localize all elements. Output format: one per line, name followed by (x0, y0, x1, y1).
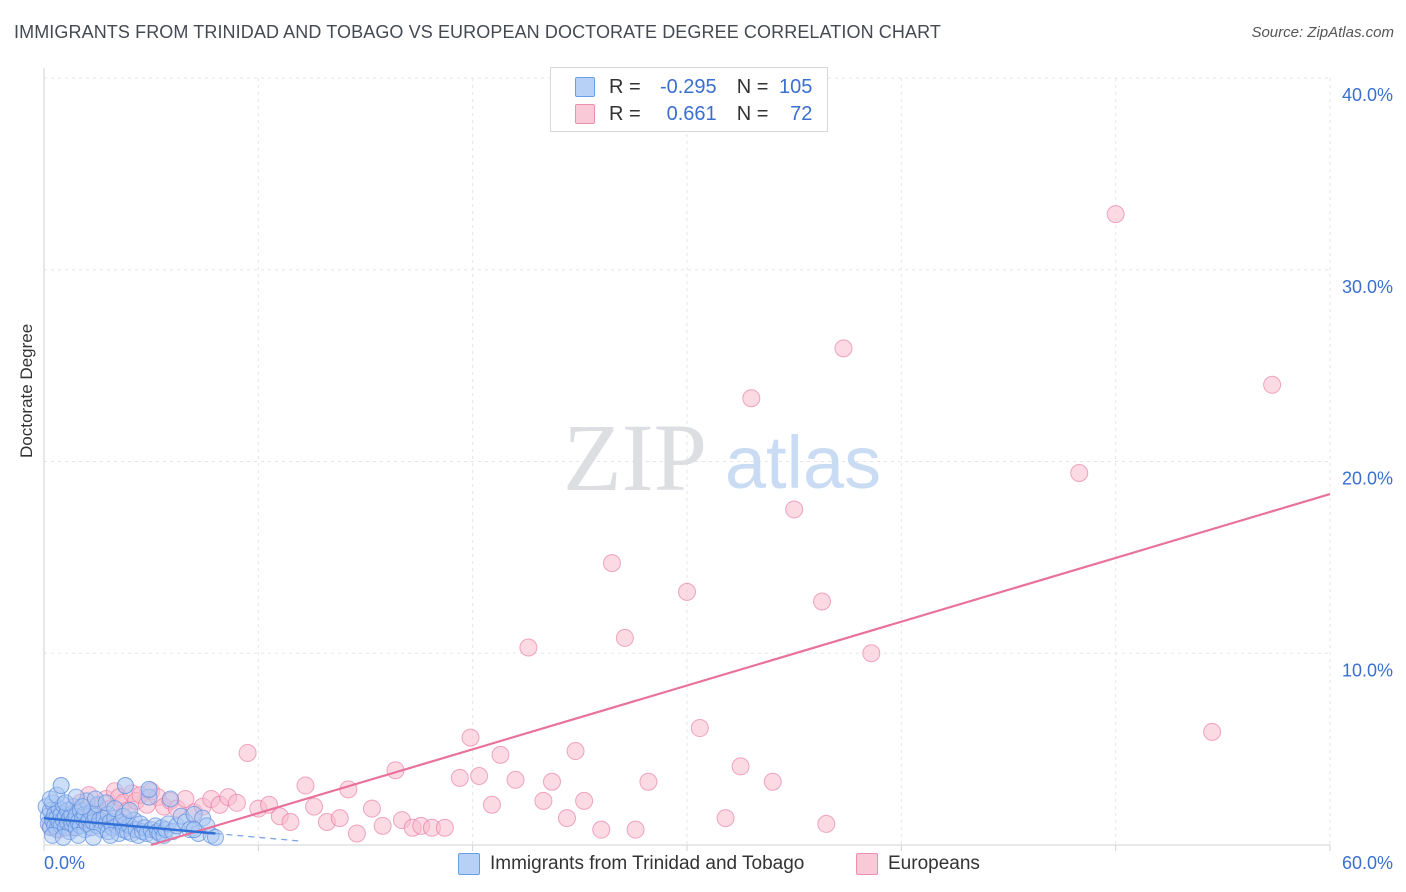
europeans-point (785, 500, 804, 519)
europeans-point (639, 772, 658, 791)
europeans-point (817, 814, 836, 833)
europeans-point (575, 791, 594, 810)
europeans-point (813, 592, 832, 611)
europeans-point (482, 795, 501, 814)
trinidad-point (74, 798, 92, 816)
trinidad-trend-line (43, 816, 216, 835)
legend-item-europeans[interactable]: Europeans (856, 852, 980, 876)
europeans-point (534, 791, 553, 810)
x-tick-label-min: 0.0% (44, 853, 85, 873)
europeans-point (742, 389, 761, 408)
correlation-stats-box: R = -0.295 N = 105 R = 0.661 N = 72 (550, 67, 828, 132)
europeans-point (1263, 375, 1282, 394)
n-label-pink: N = (736, 102, 769, 125)
europeans-point (542, 772, 561, 791)
europeans-point (763, 772, 782, 791)
europeans-point (566, 742, 585, 761)
europeans-point (330, 809, 349, 828)
source-credit: Source: ZipAtlas.com (1251, 24, 1394, 41)
gridlines (44, 77, 1331, 845)
trinidad-point (161, 790, 179, 808)
legend-label-europeans: Europeans (888, 853, 980, 874)
europeans-point (731, 757, 750, 776)
trinidad-point (140, 780, 158, 798)
europeans-point (347, 824, 366, 843)
x-tick-label-max: 60.0% (1342, 853, 1393, 873)
europeans-point (238, 743, 257, 762)
trinidad-point (52, 777, 70, 795)
europeans-point (506, 770, 525, 789)
y-tick-label-1: 20.0% (1342, 469, 1393, 489)
stats-row-blue: R = -0.295 N = 105 (575, 74, 812, 100)
n-label-blue: N = (736, 75, 769, 98)
axes (43, 68, 1331, 851)
watermark: ZIP atlas (563, 404, 881, 511)
europeans-point (519, 638, 538, 657)
trinidad-point (206, 828, 224, 846)
r-value-blue: -0.295 (659, 75, 717, 98)
europeans-point (602, 554, 621, 573)
europeans-points (41, 205, 1282, 843)
blue-swatch (575, 77, 595, 97)
europeans-point (716, 809, 735, 828)
r-value-pink: 0.661 (666, 102, 717, 125)
watermark-atlas: atlas (725, 421, 881, 504)
trinidad-point (121, 801, 139, 819)
legend-label-trinidad: Immigrants from Trinidad and Tobago (490, 853, 805, 874)
trinidad-trend-extension (215, 832, 302, 842)
watermark-zip: ZIP (563, 404, 707, 511)
tick-labels: 10.0% 20.0% 30.0% 40.0% 0.0% 60.0% (44, 85, 1393, 873)
trend-lines (43, 493, 1331, 847)
legend-blue-swatch (458, 853, 480, 875)
europeans-point (281, 812, 300, 831)
y-tick-label-2: 30.0% (1342, 277, 1393, 297)
europeans-point (615, 628, 634, 647)
y-tick-label-3: 40.0% (1342, 85, 1393, 105)
legend-pink-swatch (856, 853, 878, 875)
trinidad-point (54, 828, 72, 846)
europeans-point (1106, 205, 1125, 224)
chart-title: IMMIGRANTS FROM TRINIDAD AND TOBAGO VS E… (14, 22, 941, 42)
europeans-point (1203, 722, 1222, 741)
n-value-pink: 72 (790, 102, 813, 125)
pink-swatch (575, 104, 595, 124)
trinidad-point (69, 826, 87, 844)
r-label-pink: R = (609, 102, 641, 125)
europeans-point (470, 766, 489, 785)
europeans-point (461, 728, 480, 747)
r-label-blue: R = (609, 75, 641, 98)
n-value-blue: 105 (779, 75, 813, 98)
trinidad-points (37, 777, 224, 846)
europeans-point (450, 768, 469, 787)
trinidad-point (101, 826, 119, 844)
europeans-point (435, 818, 454, 837)
europeans-point (227, 793, 246, 812)
europeans-trend-line (150, 493, 1331, 847)
stats-row-pink: R = 0.661 N = 72 (575, 101, 812, 127)
europeans-point (362, 799, 381, 818)
europeans-point (296, 776, 315, 795)
europeans-point (678, 582, 696, 601)
europeans-point (491, 745, 510, 764)
europeans-point (305, 797, 324, 816)
europeans-point (373, 816, 392, 835)
europeans-point (1070, 464, 1089, 483)
europeans-point (862, 644, 881, 663)
europeans-point (626, 820, 645, 839)
trinidad-point (84, 828, 102, 846)
europeans-point (834, 339, 853, 358)
y-tick-label-0: 10.0% (1342, 660, 1393, 680)
trinidad-point (116, 777, 134, 795)
legend-item-trinidad[interactable]: Immigrants from Trinidad and Tobago (458, 852, 804, 876)
europeans-point (690, 719, 709, 738)
europeans-point (592, 820, 611, 839)
europeans-point (557, 809, 576, 828)
